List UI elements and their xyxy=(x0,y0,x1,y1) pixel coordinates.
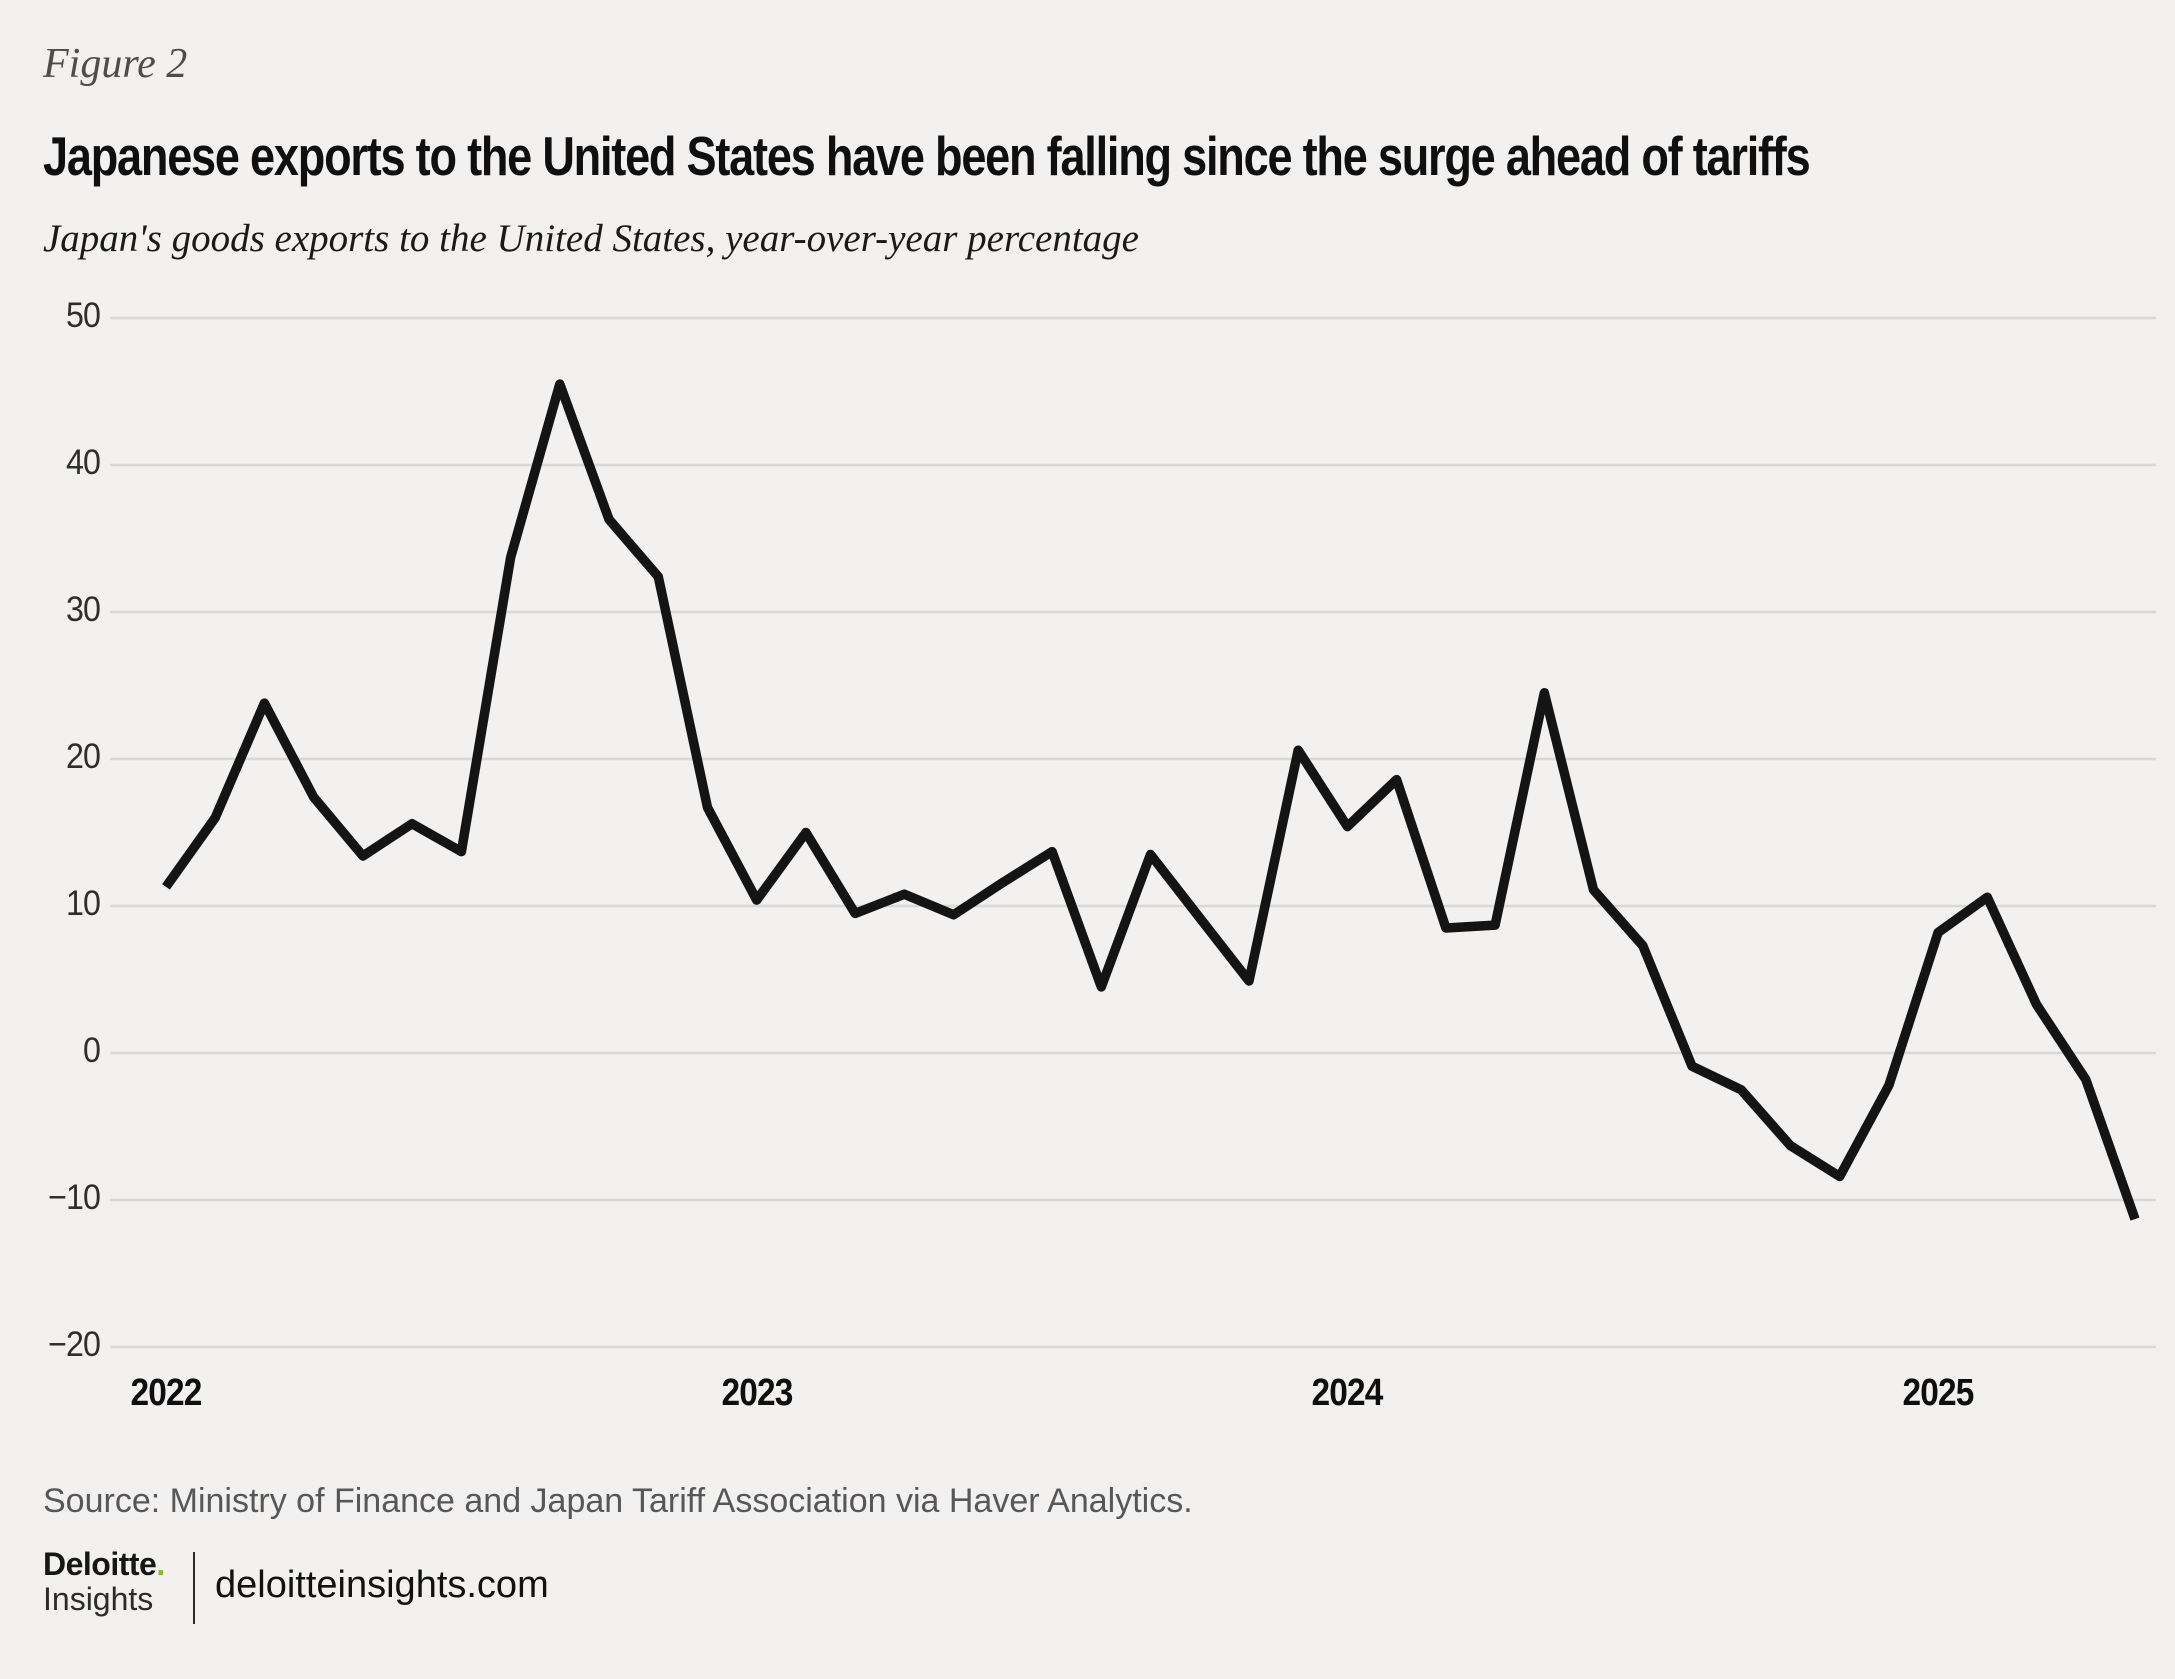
y-axis-tick-−10: −10 xyxy=(48,1178,101,1217)
x-axis-tick-2023: 2023 xyxy=(721,1372,793,1414)
y-axis-tick-40: 40 xyxy=(66,443,101,482)
x-axis-tick-2025: 2025 xyxy=(1902,1372,1975,1414)
x-axis-tick-2022: 2022 xyxy=(130,1372,203,1414)
insights-wordmark: Insights xyxy=(43,1580,154,1617)
logo-divider xyxy=(193,1552,195,1624)
y-axis-tick-10: 10 xyxy=(66,884,101,923)
data-series-line xyxy=(162,379,2140,1221)
x-axis-tick-2024: 2024 xyxy=(1311,1372,1384,1414)
chart-subtitle: Japan's goods exports to the United Stat… xyxy=(43,217,1139,260)
y-axis-tick-50: 50 xyxy=(66,296,101,335)
brand-green-dot: . xyxy=(156,1546,165,1582)
source-note: Source: Ministry of Finance and Japan Ta… xyxy=(43,1482,1193,1520)
y-axis-tick-0: 0 xyxy=(83,1031,101,1070)
site-url[interactable]: deloitteinsights.com xyxy=(215,1564,549,1606)
y-axis-tick-−20: −20 xyxy=(48,1325,101,1364)
brand-text: Deloitte xyxy=(43,1546,157,1582)
y-axis-tick-20: 20 xyxy=(66,737,101,776)
deloitte-insights-logo: Deloitte. Insights deloitteinsights.com xyxy=(43,1546,843,1648)
deloitte-wordmark: Deloitte. xyxy=(43,1546,843,1582)
y-axis-tick-30: 30 xyxy=(66,590,101,629)
figure-label: Figure 2 xyxy=(43,41,188,87)
chart-title: Japanese exports to the United States ha… xyxy=(43,125,1811,187)
